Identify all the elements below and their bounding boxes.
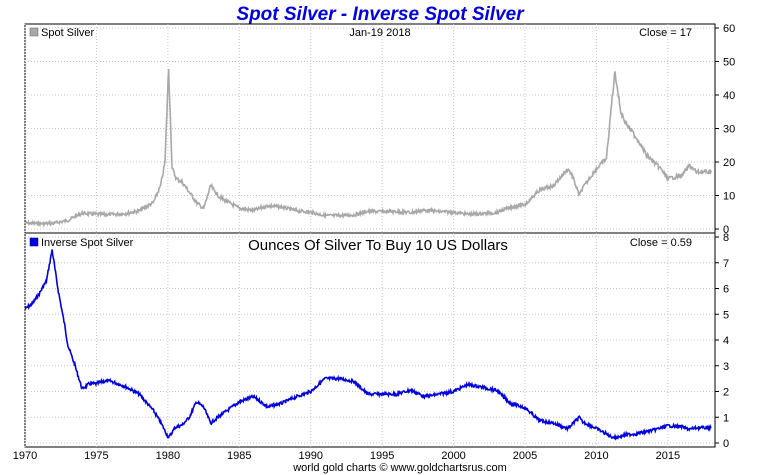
y-tick-label: 4 — [723, 335, 729, 347]
x-tick-label: 2005 — [513, 450, 537, 462]
x-tick-label: 2000 — [441, 450, 465, 462]
spot-silver-close: Close = 17 — [639, 27, 692, 39]
inverse-spot-silver-line — [24, 249, 712, 441]
bottom-grid — [24, 233, 715, 447]
y-tick-label: 1 — [723, 412, 729, 424]
bottom-y-axis: 0 1 2 3 4 5 6 7 8 — [715, 232, 729, 450]
y-tick-label: 3 — [723, 361, 729, 373]
x-tick-label: 1975 — [84, 450, 108, 462]
x-tick-label: 1985 — [227, 450, 251, 462]
y-tick-label: 6 — [723, 284, 729, 296]
inverse-legend-swatch — [29, 237, 39, 247]
top-y-axis: 0 10 20 30 40 50 60 — [715, 23, 735, 236]
spot-silver-legend-swatch — [29, 27, 39, 37]
x-tick-label: 2015 — [656, 450, 680, 462]
spot-silver-line — [24, 68, 713, 229]
y-tick-label: 30 — [723, 124, 735, 136]
y-tick-label: 10 — [723, 191, 735, 203]
inverse-subtitle: Ounces Of Silver To Buy 10 US Dollars — [248, 237, 508, 254]
y-tick-label: 60 — [723, 23, 735, 35]
footer-credit: world gold charts © www.goldchartsrus.co… — [292, 462, 507, 474]
x-axis: 1970 1975 1980 1985 1990 1995 2000 2005 2010 2015 — [13, 450, 680, 462]
spot-silver-legend: Spot Silver — [41, 27, 95, 39]
inverse-close: Close = 0.59 — [630, 237, 692, 249]
y-tick-label: 7 — [723, 258, 729, 270]
y-tick-label: 8 — [723, 232, 729, 244]
date-label: Jan-19 2018 — [349, 27, 410, 39]
y-tick-label: 0 — [723, 224, 729, 236]
x-tick-label: 1995 — [370, 450, 394, 462]
x-tick-label: 2010 — [584, 450, 608, 462]
top-grid — [24, 24, 715, 233]
y-tick-label: 20 — [723, 157, 735, 169]
x-tick-label: 1970 — [13, 450, 37, 462]
x-tick-label: 1980 — [156, 450, 180, 462]
y-tick-label: 50 — [723, 57, 735, 69]
inverse-legend: Inverse Spot Silver — [41, 237, 134, 249]
x-tick-label: 1990 — [298, 450, 322, 462]
y-tick-label: 5 — [723, 309, 729, 321]
y-tick-label: 40 — [723, 90, 735, 102]
y-tick-label: 0 — [723, 438, 729, 450]
chart-title: Spot Silver - Inverse Spot Silver — [236, 4, 525, 25]
y-tick-label: 2 — [723, 387, 729, 399]
